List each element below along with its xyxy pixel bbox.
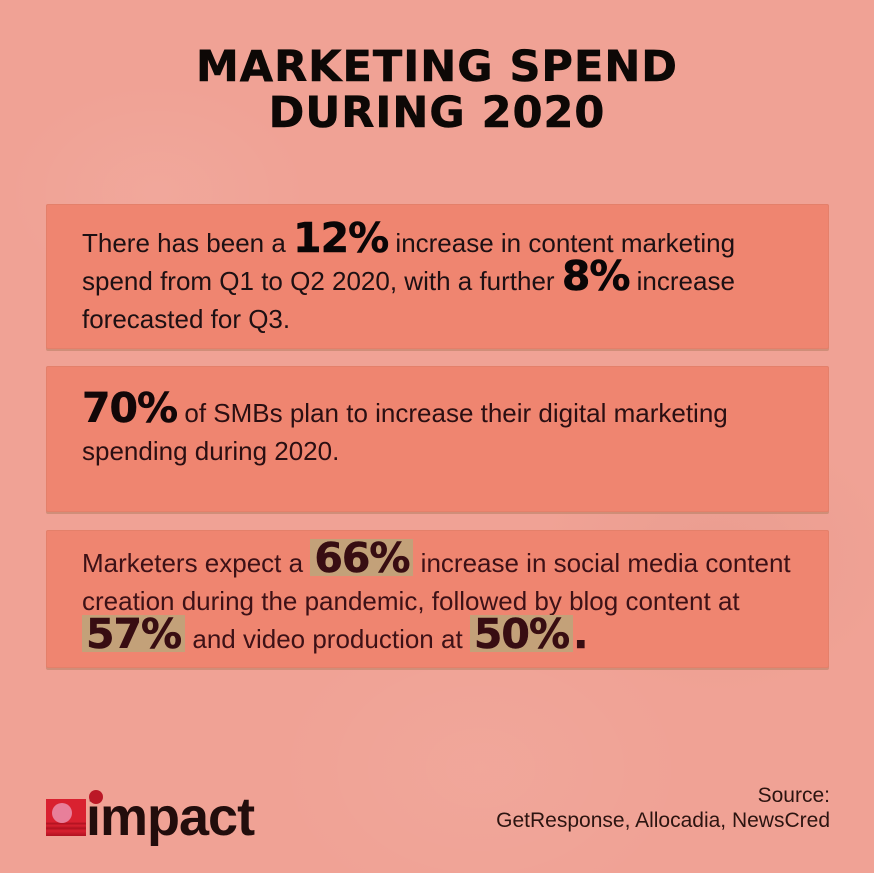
logo-i-dot-icon [89, 790, 103, 804]
source-label: Source: [757, 784, 830, 807]
stat-value: 66% [310, 534, 414, 582]
logo-square-icon [46, 799, 86, 836]
stat-value: 12% [293, 214, 390, 262]
source-value: GetResponse, Allocadia, NewsCred [496, 809, 830, 832]
page-title-line2: DURING 2020 [268, 88, 606, 138]
card-text-segment: forecasted for Q3. [82, 304, 291, 334]
logo-circle-icon [52, 803, 72, 823]
logo-wordmark: impact [86, 787, 255, 847]
stat-value: 8% [561, 252, 631, 300]
stat-value: . [573, 610, 589, 658]
card-text-segment: Marketers expect a [82, 548, 311, 578]
card-text-segment: increase in content marketing [388, 228, 736, 258]
stat-value: 50% [469, 610, 574, 658]
stat-card-content-marketing: There has been a 12% increase in content… [46, 204, 829, 349]
card-text-segment: spend from Q1 to Q2 2020, with a further [82, 266, 562, 296]
card-text-segment: increase [629, 266, 735, 296]
page-title: MARKETING SPEND DURING 2020 [0, 42, 874, 138]
source-citation: Source: GetResponse, Allocadia, NewsCred [496, 783, 830, 833]
impact-logo: impact [44, 786, 314, 850]
stat-value: 57% [82, 610, 186, 658]
card-text-segment: spending during 2020. [82, 436, 340, 466]
card-text-segment: of SMBs plan to increase their digital m… [177, 398, 728, 428]
stat-card-text: There has been a 12% increase in content… [82, 217, 799, 338]
page-title-line1: MARKETING SPEND [196, 42, 678, 92]
card-text-segment: and video production at [185, 624, 470, 654]
card-text-segment: increase in social media content [413, 548, 791, 578]
stat-card-content-creation: Marketers expect a 66% increase in socia… [46, 530, 829, 668]
stat-card-text: 70% of SMBs plan to increase their digit… [82, 387, 799, 470]
stat-card-smb-spending: 70% of SMBs plan to increase their digit… [46, 366, 829, 512]
stat-value: 70% [82, 384, 179, 432]
card-text-segment: creation during the pandemic, followed b… [82, 586, 740, 616]
card-text-segment: There has been a [82, 228, 294, 258]
stat-card-text: Marketers expect a 66% increase in socia… [82, 534, 801, 658]
